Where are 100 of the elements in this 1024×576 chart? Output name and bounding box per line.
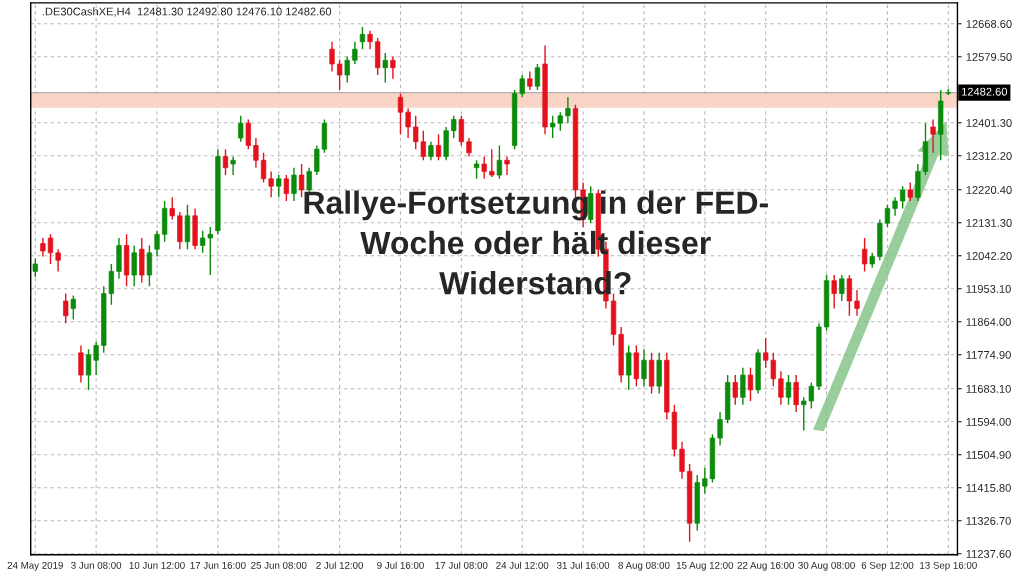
candlestick xyxy=(336,59,343,91)
y-tick-label: 11504.90 xyxy=(966,451,1011,459)
candlestick xyxy=(504,155,510,176)
candlestick xyxy=(131,244,137,287)
candlestick xyxy=(527,70,533,91)
candlestick xyxy=(283,174,289,202)
candlestick xyxy=(32,257,38,278)
x-tick-label: 2 Jul 12:00 xyxy=(316,561,364,569)
candlestick xyxy=(55,248,61,273)
x-tick-label: 6 Sep 12:00 xyxy=(861,561,914,571)
x-tick-label: 31 Jul 16:00 xyxy=(556,561,610,569)
candlestick xyxy=(70,294,76,321)
candlestick xyxy=(930,118,936,154)
candlestick xyxy=(481,155,487,180)
candlestick xyxy=(740,366,746,406)
candlestick xyxy=(839,274,845,302)
candlestick xyxy=(63,292,69,324)
y-tick-label: 11953.10 xyxy=(966,285,1011,293)
candlestick xyxy=(169,196,175,221)
candlestick xyxy=(435,133,442,161)
ref-line-label: 12482.60 xyxy=(961,87,1008,96)
candlestick xyxy=(367,29,373,50)
candlestick xyxy=(717,411,723,447)
y-tick-label: 11326.70 xyxy=(966,517,1011,525)
candlestick xyxy=(291,166,297,202)
candlestick xyxy=(146,244,153,287)
candlestick xyxy=(93,341,99,376)
candlestick xyxy=(230,155,236,176)
candlestick xyxy=(900,185,906,210)
y-tick-label: 12401.30 xyxy=(966,119,1012,127)
candlestick xyxy=(473,159,480,180)
candlestick xyxy=(253,137,259,169)
candlestick xyxy=(861,237,868,273)
x-tick-label: 13 Sep 16:00 xyxy=(920,561,977,571)
candlestick xyxy=(778,370,784,406)
candlestick xyxy=(854,289,860,317)
x-tick-label: 8 Aug 08:00 xyxy=(618,561,670,571)
candlestick xyxy=(47,233,54,265)
y-tick-label: 11774.90 xyxy=(966,351,1011,359)
y-tick-label: 12668.60 xyxy=(966,20,1012,28)
candlestick xyxy=(298,163,305,199)
candlestick xyxy=(451,115,457,139)
y-tick-label: 12042.20 xyxy=(966,252,1012,260)
candlestick xyxy=(466,137,472,158)
x-tick-label: 9 Jul 16:00 xyxy=(377,561,424,569)
candlestick xyxy=(489,148,495,178)
y-tick-label: 12312.20 xyxy=(966,152,1012,160)
chart-title: .DE30CashXE,H4 12481.30 12492.80 12476.10 12482.60 xyxy=(42,7,332,17)
candlestick xyxy=(785,374,792,406)
candlestick xyxy=(747,366,754,402)
candlestick xyxy=(260,152,267,184)
candlestick xyxy=(397,92,404,136)
x-tick-label: 24 May 2019 xyxy=(7,561,63,571)
candlestick xyxy=(154,229,160,258)
candlestick xyxy=(344,55,350,84)
candlestick xyxy=(276,174,282,199)
candlestick xyxy=(626,344,632,391)
candlestick xyxy=(884,204,891,228)
candlestick xyxy=(352,41,358,65)
x-tick-label: 17 Jun 16:00 xyxy=(190,561,246,569)
candlestick xyxy=(793,374,799,413)
candlestick xyxy=(732,374,738,406)
candlestick xyxy=(565,96,571,124)
candlestick xyxy=(40,237,46,258)
candlestick xyxy=(405,107,411,139)
x-tick-label: 3 Jun 08:00 xyxy=(71,561,122,569)
candlestick xyxy=(238,115,244,143)
candlestick xyxy=(641,348,647,387)
candlestick xyxy=(428,141,434,161)
candlestick xyxy=(496,144,503,180)
y-tick-label: 11864.00 xyxy=(966,318,1011,326)
x-tick-label: 25 Jun 08:00 xyxy=(251,561,307,569)
y-tick-label: 11683.10 xyxy=(966,385,1011,393)
candlestick xyxy=(85,348,92,391)
candlestick xyxy=(359,26,366,50)
candlestick xyxy=(268,170,274,199)
x-tick-label: 30 Aug 08:00 xyxy=(798,561,855,571)
candlestick xyxy=(534,63,541,91)
candlestick xyxy=(329,41,335,73)
x-tick-label: 10 Jun 12:00 xyxy=(129,561,185,569)
candlestick xyxy=(382,52,388,84)
y-tick-label: 11594.00 xyxy=(966,418,1011,426)
x-tick-label: 15 Aug 12:00 xyxy=(676,561,734,571)
candlestick xyxy=(679,441,685,480)
candlestick xyxy=(390,55,396,80)
candlestick xyxy=(702,466,708,495)
x-tick-label: 22 Aug 16:00 xyxy=(737,561,794,571)
y-tick-label: 12220.40 xyxy=(966,186,1012,194)
candlestick xyxy=(78,344,84,384)
y-tick-label: 11237.60 xyxy=(966,549,1011,558)
candlestick xyxy=(458,115,464,147)
x-tick-label: 24 Jul 12:00 xyxy=(496,561,549,569)
candlestick xyxy=(245,118,251,150)
candlestick xyxy=(846,274,853,317)
y-tick-label: 12579.50 xyxy=(966,53,1012,61)
candlestick xyxy=(907,181,913,202)
y-tick-label: 11415.80 xyxy=(966,484,1011,492)
x-tick-label: 17 Jul 08:00 xyxy=(435,561,488,569)
candlestick xyxy=(831,274,837,310)
y-tick-label: 12131.30 xyxy=(966,219,1012,227)
